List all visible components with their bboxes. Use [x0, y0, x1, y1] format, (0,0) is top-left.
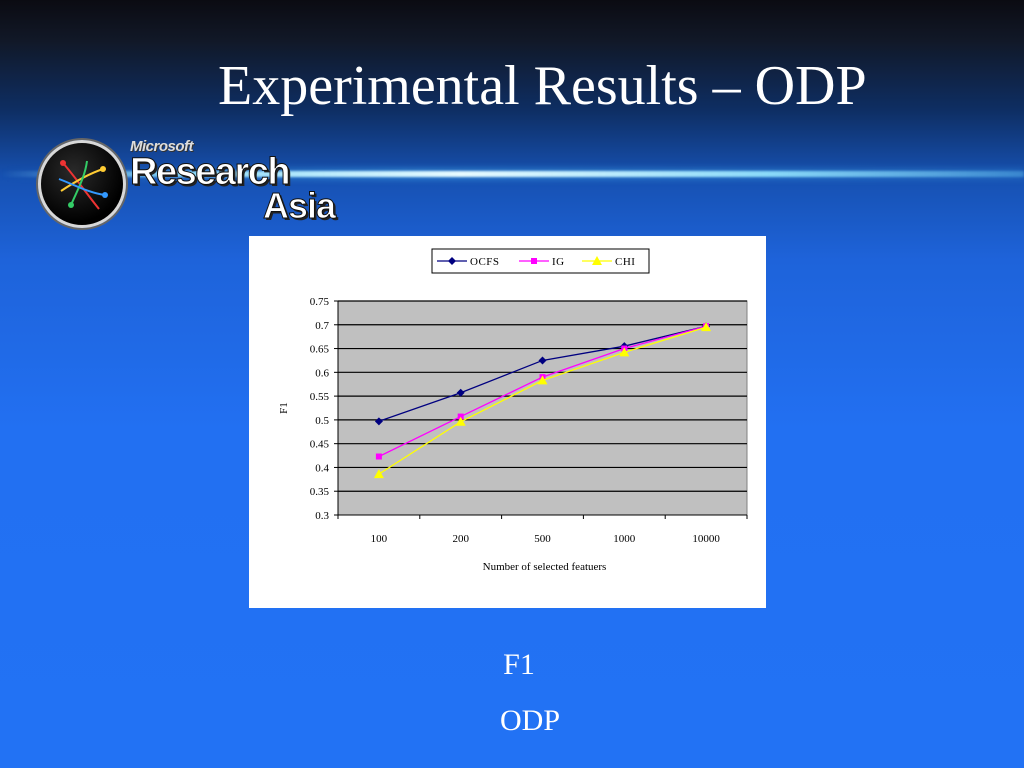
y-tick-label: 0.75 — [310, 296, 330, 308]
y-tick-label: 0.3 — [315, 510, 329, 522]
data-point-chi — [373, 469, 384, 479]
y-tick-label: 0.35 — [310, 486, 330, 498]
x-tick-label: 500 — [534, 533, 551, 545]
legend-marker-ocfs — [448, 257, 456, 265]
logo-research-text: Research — [129, 151, 291, 193]
y-tick-label: 0.55 — [310, 391, 330, 403]
globe-logo-icon — [38, 140, 126, 228]
line-chart: 0.75 0.7 0.65 0.6 0.55 0.5 0.45 0.4 0.35 0.3 100 20… — [278, 248, 748, 573]
caption-metric: F1 — [503, 648, 535, 681]
y-axis-label: F1 — [278, 402, 290, 414]
data-point-ocfs — [456, 388, 465, 397]
light-streak — [0, 171, 1024, 177]
logo-asia-text: Asia — [262, 185, 336, 226]
y-tick-label: 0.4 — [315, 462, 329, 474]
slide-title: Experimental Results – ODP — [218, 55, 867, 117]
logo-microsoft-text: Microsoft — [130, 138, 194, 155]
x-tick-label: 100 — [371, 533, 388, 545]
data-point-chi — [537, 375, 548, 385]
y-tick-label: 0.65 — [310, 344, 330, 356]
y-tick-label: 0.45 — [310, 439, 330, 451]
data-point-chi — [455, 416, 466, 426]
x-tick-label: 10000 — [692, 533, 720, 545]
legend-marker-ig — [531, 258, 537, 264]
y-tick-label: 0.5 — [315, 415, 329, 427]
data-point-ig — [457, 413, 464, 420]
caption-dataset: ODP — [499, 704, 560, 737]
plot-area — [337, 300, 748, 516]
y-tick-label: 0.7 — [315, 320, 329, 332]
x-axis-label: Number of selected featuers — [483, 561, 607, 573]
microsoft-research-asia-logo: Microsoft Research Asia — [38, 138, 358, 228]
data-point-ig — [375, 453, 382, 460]
data-point-chi — [701, 322, 712, 332]
data-point-ocfs — [538, 356, 547, 365]
legend-marker-chi — [592, 256, 602, 265]
data-point-ocfs — [374, 417, 383, 426]
x-tick-label: 1000 — [613, 533, 636, 545]
legend-label-ig: IG — [552, 256, 565, 268]
chart-container: 0.75 0.7 0.65 0.6 0.55 0.5 0.45 0.4 0.35 0.3 100 20… — [249, 236, 766, 608]
legend-label-ocfs: OCFS — [470, 256, 500, 268]
data-point-chi — [619, 347, 630, 357]
x-tick-label: 200 — [452, 533, 469, 545]
legend-label-chi: CHI — [615, 256, 635, 268]
y-tick-label: 0.6 — [315, 367, 329, 379]
